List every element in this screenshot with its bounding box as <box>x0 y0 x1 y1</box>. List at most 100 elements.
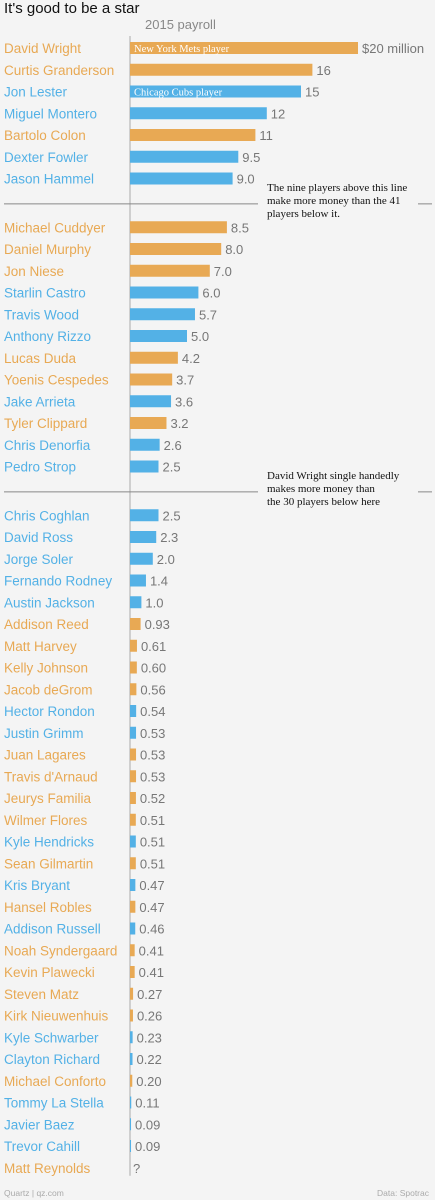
player-name-tyler-clippard: Tyler Clippard <box>4 416 87 431</box>
chart-title: It's good to be a star <box>4 0 140 17</box>
value-label-yoenis-cespedes: 3.7 <box>176 373 194 388</box>
bar-travis-wood <box>130 308 195 321</box>
bar-noah-syndergaard <box>130 944 135 957</box>
bar-chris-coghlan <box>130 509 159 522</box>
annotation-2-line-2: makes more money than <box>267 483 375 495</box>
value-label-jorge-soler: 2.0 <box>157 552 175 567</box>
value-label-jason-hammel: 9.0 <box>237 172 255 187</box>
value-label-hector-rondon: 0.54 <box>140 704 165 719</box>
legend-label-cubs: Chicago Cubs player <box>134 88 223 99</box>
player-name-hector-rondon: Hector Rondon <box>4 704 95 719</box>
value-label-kyle-schwarber: 0.23 <box>137 1030 162 1045</box>
bar-miguel-montero <box>130 107 267 120</box>
value-label-matt-reynolds: ? <box>133 1161 140 1176</box>
value-label-jake-arrieta: 3.6 <box>175 394 193 409</box>
player-name-jon-niese: Jon Niese <box>4 264 64 279</box>
value-label-matt-harvey: 0.61 <box>141 639 166 654</box>
player-name-juan-lagares: Juan Lagares <box>4 748 86 763</box>
player-name-bartolo-colon: Bartolo Colon <box>4 128 86 143</box>
bar-hector-rondon <box>130 705 137 717</box>
bar-yoenis-cespedes <box>130 373 173 386</box>
bar-daniel-murphy <box>130 243 222 255</box>
player-name-pedro-strop: Pedro Strop <box>4 460 76 475</box>
player-name-jacob-degrom: Jacob deGrom <box>4 682 93 697</box>
value-label-jon-lester: 15 <box>305 85 319 100</box>
bar-austin-jackson <box>130 596 142 609</box>
bar-david-wright <box>130 42 358 54</box>
value-label-chris-denorfia: 2.6 <box>164 438 182 453</box>
bar-juan-lagares <box>130 748 137 761</box>
value-label-hansel-robles: 0.47 <box>139 900 164 915</box>
value-label-trevor-cahill: 0.09 <box>135 1139 160 1154</box>
player-name-clayton-richard: Clayton Richard <box>4 1052 100 1067</box>
bar-dexter-fowler <box>130 150 239 163</box>
player-name-travis-wood: Travis Wood <box>4 307 79 322</box>
value-label-wilmer-flores: 0.51 <box>140 813 165 828</box>
value-label-tyler-clippard: 3.2 <box>170 416 188 431</box>
player-name-hansel-robles: Hansel Robles <box>4 900 92 915</box>
bar-fernando-rodney <box>130 574 146 587</box>
value-label-steven-matz: 0.27 <box>137 987 162 1002</box>
player-name-chris-coghlan: Chris Coghlan <box>4 508 90 523</box>
player-name-fernando-rodney: Fernando Rodney <box>4 574 112 589</box>
player-name-javier-baez: Javier Baez <box>4 1117 75 1132</box>
value-label-addison-russell: 0.46 <box>139 922 164 937</box>
value-label-michael-conforto: 0.20 <box>136 1074 161 1089</box>
value-label-chris-coghlan: 2.5 <box>163 508 181 523</box>
value-label-miguel-montero: 12 <box>271 106 285 121</box>
value-label-kelly-johnson: 0.60 <box>141 661 166 676</box>
value-label-kirk-nieuwenhuis: 0.26 <box>137 1009 162 1024</box>
value-label-kris-bryant: 0.47 <box>139 878 164 893</box>
player-name-tommy-la-stella: Tommy La Stella <box>4 1096 104 1111</box>
legend-label-mets: New York Mets player <box>134 44 230 55</box>
player-name-travis-d-arnaud: Travis d'Arnaud <box>4 769 98 784</box>
value-label-jon-niese: 7.0 <box>214 264 232 279</box>
value-label-travis-d-arnaud: 0.53 <box>140 769 165 784</box>
value-label-kevin-plawecki: 0.41 <box>139 965 164 980</box>
player-name-daniel-murphy: Daniel Murphy <box>4 242 91 257</box>
value-label-juan-lagares: 0.53 <box>140 748 165 763</box>
value-label-starlin-castro: 6.0 <box>202 286 220 301</box>
value-label-daniel-murphy: 8.0 <box>225 242 243 257</box>
bar-michael-cuddyer <box>130 221 227 234</box>
bar-starlin-castro <box>130 286 199 299</box>
bar-jon-niese <box>130 264 210 277</box>
player-name-trevor-cahill: Trevor Cahill <box>4 1139 80 1154</box>
player-name-kirk-nieuwenhuis: Kirk Nieuwenhuis <box>4 1009 109 1024</box>
player-name-kyle-hendricks: Kyle Hendricks <box>4 835 94 850</box>
value-label-jacob-degrom: 0.56 <box>140 682 165 697</box>
player-name-david-wright: David Wright <box>4 41 81 56</box>
player-name-michael-cuddyer: Michael Cuddyer <box>4 220 106 235</box>
bar-kevin-plawecki <box>130 966 135 978</box>
bar-jake-arrieta <box>130 395 172 408</box>
value-label-sean-gilmartin: 0.51 <box>140 856 165 871</box>
bar-kelly-johnson <box>130 661 137 674</box>
value-label-dexter-fowler: 9.5 <box>242 150 260 165</box>
bar-jorge-soler <box>130 552 153 565</box>
player-name-dexter-fowler: Dexter Fowler <box>4 150 89 165</box>
bar-steven-matz <box>130 987 134 1000</box>
bar-matt-harvey <box>130 639 137 652</box>
player-name-kevin-plawecki: Kevin Plawecki <box>4 965 95 980</box>
annotation-2-line-1: David Wright single handedly <box>267 470 400 482</box>
player-name-lucas-duda: Lucas Duda <box>4 351 77 366</box>
player-name-wilmer-flores: Wilmer Flores <box>4 813 87 828</box>
value-label-curtis-granderson: 16 <box>316 63 330 78</box>
player-name-yoenis-cespedes: Yoenis Cespedes <box>4 373 109 388</box>
bar-kirk-nieuwenhuis <box>130 1009 133 1022</box>
player-name-matt-harvey: Matt Harvey <box>4 639 77 654</box>
player-name-curtis-granderson: Curtis Granderson <box>4 63 114 78</box>
player-name-chris-denorfia: Chris Denorfia <box>4 438 91 453</box>
player-name-jon-lester: Jon Lester <box>4 85 68 100</box>
player-name-kelly-johnson: Kelly Johnson <box>4 661 88 676</box>
bar-trevor-cahill <box>130 1140 132 1152</box>
annotation-1-line-2: make more money than the 41 <box>267 195 401 207</box>
bar-tyler-clippard <box>130 417 167 429</box>
bar-chris-denorfia <box>130 438 160 451</box>
bar-lucas-duda <box>130 351 178 364</box>
bar-travis-d-arnaud <box>130 770 137 783</box>
value-label-bartolo-colon: 11 <box>259 128 273 143</box>
bar-jon-lester <box>130 85 301 98</box>
player-name-steven-matz: Steven Matz <box>4 987 79 1002</box>
